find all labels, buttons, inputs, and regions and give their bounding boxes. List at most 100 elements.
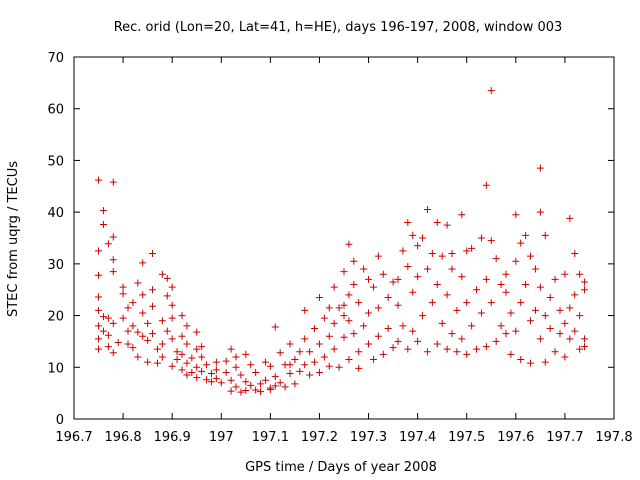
data-point [95, 293, 103, 301]
data-point [198, 367, 206, 375]
data-point [345, 317, 353, 325]
data-point [114, 338, 122, 346]
data-point [237, 388, 245, 396]
data-point [566, 304, 574, 312]
data-point [541, 231, 549, 239]
data-point [306, 348, 314, 356]
data-point [350, 330, 358, 338]
data-point [365, 309, 373, 317]
data-point [183, 371, 191, 379]
data-point [522, 281, 530, 289]
data-point [286, 340, 294, 348]
data-point [291, 356, 299, 364]
data-point [482, 343, 490, 351]
data-point [168, 314, 176, 322]
data-point [320, 353, 328, 361]
data-point [409, 327, 417, 335]
data-point [399, 247, 407, 255]
data-point [193, 363, 201, 371]
data-point [404, 218, 412, 226]
data-point [556, 330, 564, 338]
data-point [173, 348, 181, 356]
data-point [247, 361, 255, 369]
data-point [207, 369, 215, 377]
data-point [576, 270, 584, 278]
data-point [99, 221, 107, 229]
data-point [315, 340, 323, 348]
data-point [266, 362, 274, 370]
data-point [139, 291, 147, 299]
data-point [468, 244, 476, 252]
data-point [551, 348, 559, 356]
data-point [369, 283, 377, 291]
data-point [394, 337, 402, 345]
data-point [350, 281, 358, 289]
data-point [404, 345, 412, 353]
data-point [527, 317, 535, 325]
data-point [188, 354, 196, 362]
data-point [536, 283, 544, 291]
data-point [325, 304, 333, 312]
data-point [286, 369, 294, 377]
data-point [207, 378, 215, 386]
data-point [158, 270, 166, 278]
data-point [119, 283, 127, 291]
data-point [389, 278, 397, 286]
data-point [203, 376, 211, 384]
x-tick-label: 197.2 [301, 430, 338, 445]
data-point [531, 306, 539, 314]
x-tick-label: 197 [209, 430, 234, 445]
data-point [124, 340, 132, 348]
data-point [566, 335, 574, 343]
data-point [414, 242, 422, 250]
data-point [414, 273, 422, 281]
data-point [566, 214, 574, 222]
data-point [217, 379, 225, 387]
y-tick-label: 50 [47, 154, 64, 169]
data-point [109, 233, 117, 241]
data-point [340, 301, 348, 309]
data-point [335, 304, 343, 312]
data-point [477, 309, 485, 317]
x-tick-label: 197.1 [252, 430, 289, 445]
data-point [433, 281, 441, 289]
data-point [355, 299, 363, 307]
data-point [129, 344, 137, 352]
data-point [193, 374, 201, 382]
data-point [453, 348, 461, 356]
data-point [178, 366, 186, 374]
data-point [423, 348, 431, 356]
data-point [379, 270, 387, 278]
y-tick-label: 0 [56, 413, 64, 428]
data-point [178, 332, 186, 340]
data-point [502, 330, 510, 338]
data-point [134, 353, 142, 361]
data-point [149, 330, 157, 338]
data-point [95, 247, 103, 255]
data-point [438, 252, 446, 260]
data-point [428, 299, 436, 307]
data-point [463, 247, 471, 255]
data-point [374, 332, 382, 340]
data-point [193, 328, 201, 336]
data-point [257, 380, 265, 388]
data-point [527, 252, 535, 260]
x-tick-label: 197.8 [595, 430, 632, 445]
data-point [502, 270, 510, 278]
data-point [232, 363, 240, 371]
plot-frame [73, 56, 615, 420]
data-point [119, 290, 127, 298]
data-point [183, 359, 191, 367]
data-point [419, 312, 427, 320]
data-point [507, 309, 515, 317]
data-point [423, 265, 431, 273]
data-point [173, 356, 181, 364]
data-point [311, 325, 319, 332]
data-point [129, 322, 137, 330]
data-point [203, 361, 211, 369]
data-point [414, 337, 422, 345]
x-tick-label: 197.7 [546, 430, 583, 445]
data-point [581, 278, 589, 286]
y-tick-label: 30 [47, 258, 64, 273]
data-point [448, 265, 456, 273]
